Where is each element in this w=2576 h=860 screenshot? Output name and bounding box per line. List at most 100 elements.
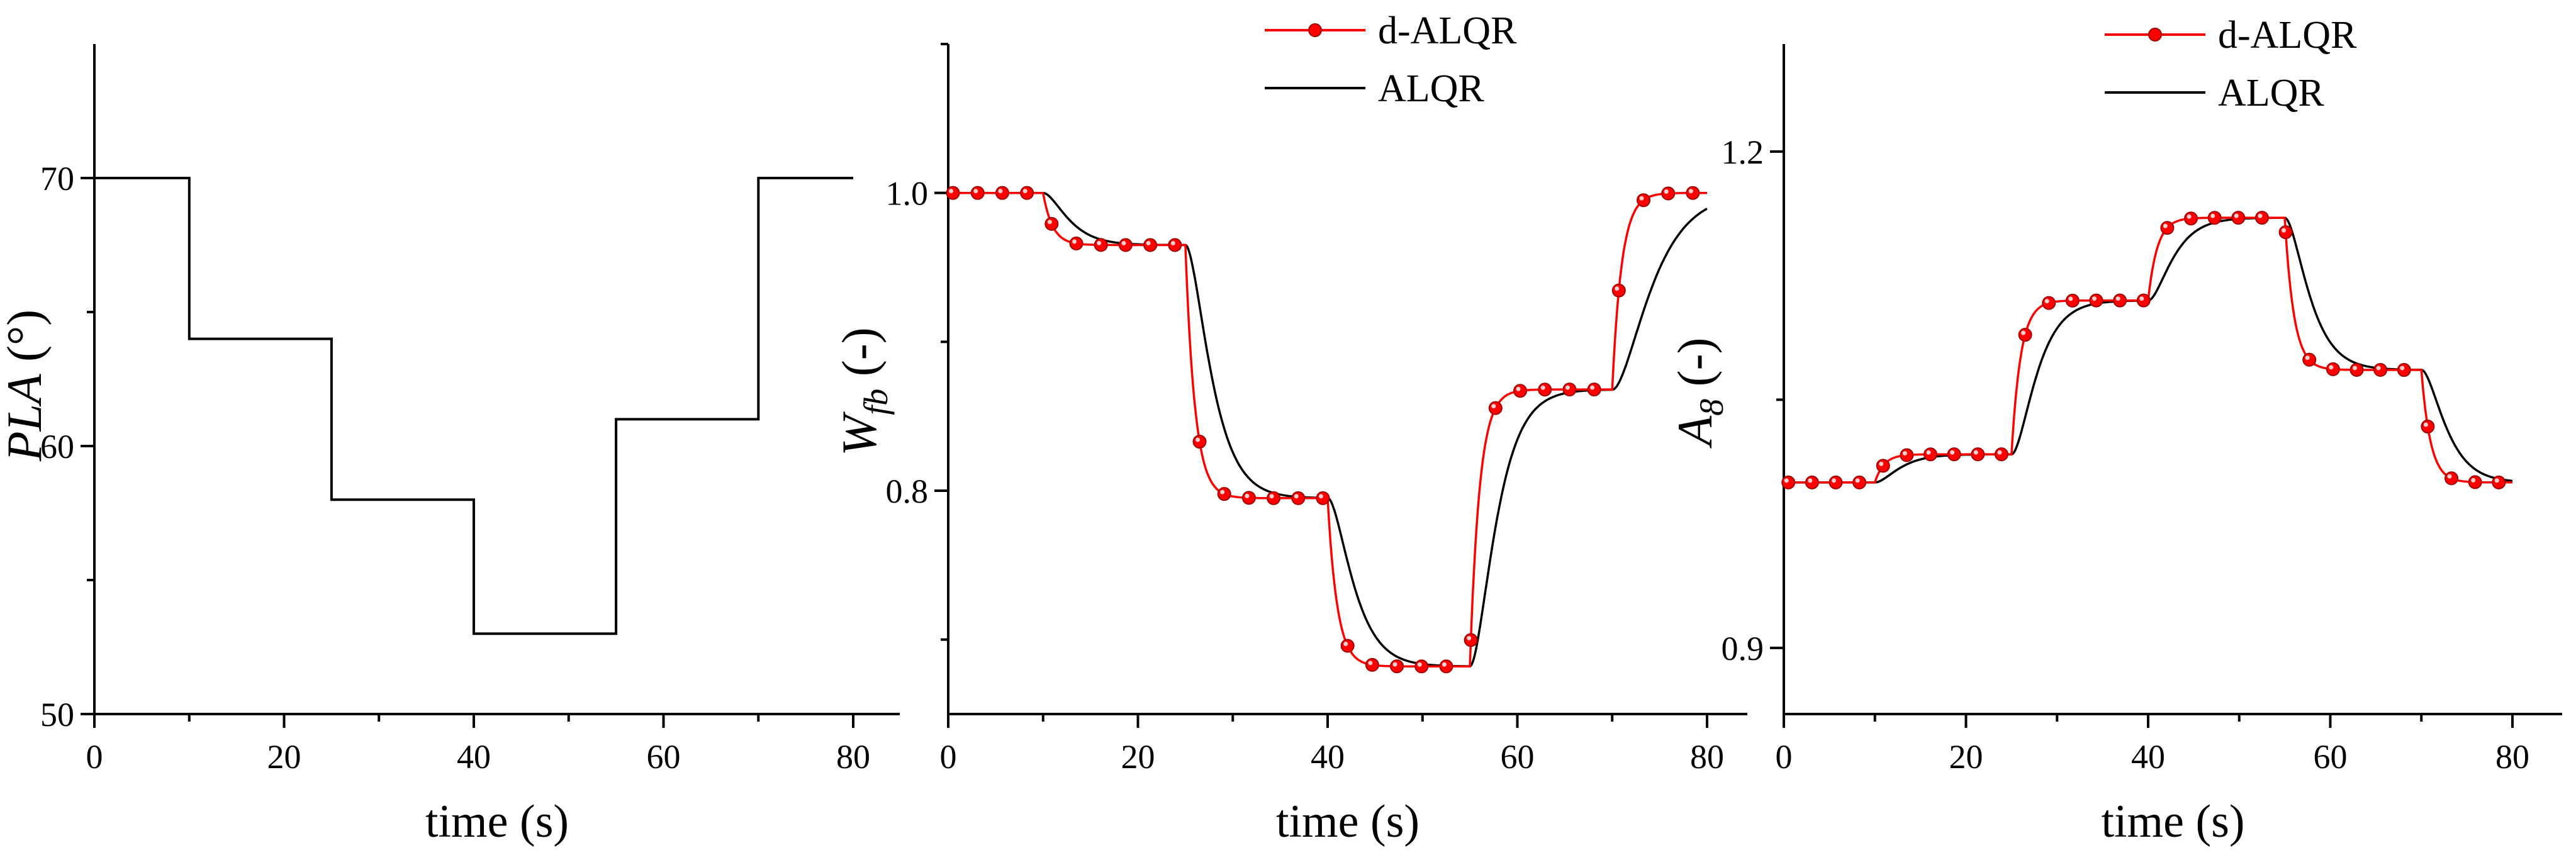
x-tick-label: 80 [2495,738,2529,776]
d-alqr-marker [1168,238,1182,252]
y-tick-label: 50 [40,696,74,734]
d-alqr-marker [1513,384,1528,398]
d-alqr-marker-highlight [1784,478,1789,483]
d-alqr-marker [1900,448,1914,462]
x-tick-label: 40 [1311,738,1345,776]
d-alqr-marker-highlight [2187,214,2192,219]
d-alqr-marker [2160,221,2175,235]
d-alqr-marker-highlight [2234,213,2239,218]
y-tick-label: 0.9 [1722,630,1764,667]
d-alqr-marker [2326,362,2340,376]
d-alqr-marker-highlight [1220,489,1225,494]
x-tick-label: 60 [2314,738,2348,776]
d-alqr-marker [1488,401,1503,415]
d-alqr-marker [1611,283,1626,298]
d-alqr-marker-highlight [2044,299,2049,304]
d-alqr-marker-highlight [1047,220,1052,225]
d-alqr-marker [1217,487,1231,501]
d-alqr-marker [1828,475,1843,489]
d-alqr-marker [2349,362,2364,377]
d-alqr-marker-highlight [1540,385,1545,390]
x-axis-label: time (s) [425,796,569,847]
d-alqr-marker-highlight [1343,642,1348,647]
d-alqr-marker-highlight [1973,450,1978,455]
d-alqr-marker [1340,639,1355,653]
d-alqr-marker-highlight [2068,296,2073,301]
d-alqr-marker-highlight [2376,366,2381,371]
pla-series-line [94,177,853,635]
d-alqr-marker-highlight [1195,437,1200,442]
x-tick-label: 0 [1776,738,1793,776]
d-alqr-marker-highlight [1368,661,1373,666]
d-alqr-marker [1587,383,1601,397]
d-alqr-marker [1781,475,1796,489]
d-alqr-marker [2254,211,2269,225]
legend-d-alqr-marker [2148,28,2162,42]
d-alqr-marker [1267,491,1281,505]
d-alqr-marker-highlight [1832,478,1837,483]
d-alqr-marker [2207,211,2222,225]
legend-d-alqr-label: d-ALQR [1378,9,1517,52]
d-alqr-marker [2113,293,2127,308]
d-alqr-marker [1971,447,1985,462]
d-alqr-marker-highlight [1615,286,1620,291]
d-alqr-marker-highlight [1121,240,1126,245]
d-alqr-marker-highlight [2494,478,2499,483]
d-alqr-marker [995,186,1009,200]
x-tick-label: 80 [836,738,870,776]
d-alqr-marker-highlight [2352,366,2357,371]
x-tick-label: 60 [647,738,681,776]
d-alqr-marker-highlight [2282,228,2287,233]
d-alqr-marker [1994,447,2008,462]
x-tick-label: 40 [457,738,491,776]
d-alqr-marker-highlight [1997,450,2002,455]
d-alqr-marker [2278,225,2293,240]
y-tick-label: 1.0 [886,175,929,213]
d-alqr-marker [1538,383,1552,397]
d-alqr-marker [2492,475,2506,489]
d-alqr-marker-highlight [998,189,1003,194]
x-tick-label: 20 [1121,738,1155,776]
y-tick-label: 0.8 [886,472,929,510]
d-alqr-marker-highlight [2423,422,2428,427]
y-tick-label: 70 [40,160,74,198]
legend-d-alqr-marker [1308,23,1322,37]
d-alqr-marker-highlight [1491,404,1496,409]
d-alqr-marker-highlight [1170,240,1175,245]
d-alqr-marker-highlight [1392,662,1397,667]
x-tick-label: 60 [1501,738,1535,776]
d-alqr-marker [970,186,985,200]
d-alqr-marker-highlight [1926,450,1931,455]
x-axis-label: time (s) [2101,796,2244,847]
d-alqr-marker [2042,296,2056,310]
d-alqr-marker [1924,447,1938,462]
d-alqr-marker [2373,363,2388,377]
d-alqr-marker [946,186,960,200]
d-alqr-marker [1094,238,1108,252]
x-tick-label: 20 [267,738,301,776]
d-alqr-marker [1852,475,1867,489]
d-alqr-marker-highlight [1146,240,1151,245]
d-alqr-marker [1464,633,1478,647]
d-alqr-marker-highlight [1590,385,1595,390]
legend-d-alqr-label: d-ALQR [2218,14,2357,57]
d-alqr-marker-highlight [2447,474,2452,479]
d-alqr-marker [1020,186,1034,200]
d-alqr-marker [1876,459,1890,473]
d-alqr-marker [1661,186,1676,201]
d-alqr-marker-highlight [2471,477,2476,483]
d-alqr-marker-highlight [2258,213,2263,218]
d-alqr-marker [2444,471,2459,486]
d-alqr-marker-highlight [2400,366,2405,371]
d-alqr-marker [1044,216,1059,231]
panel-a8: 0 20 40 60 80 0.9 1.2 time (s) A8 (-) d-ALQR ALQR [1667,14,2562,847]
legend: d-ALQR ALQR [2105,14,2357,114]
legend-alqr-label: ALQR [1378,67,1484,110]
d-alqr-marker [1947,447,1961,462]
d-alqr-marker [2136,293,2151,308]
x-tick-label: 80 [1690,738,1724,776]
d-alqr-marker [1316,491,1330,505]
d-alqr-marker [2089,293,2103,308]
d-alqr-marker-highlight [2092,296,2097,301]
d-alqr-marker [1636,193,1650,208]
